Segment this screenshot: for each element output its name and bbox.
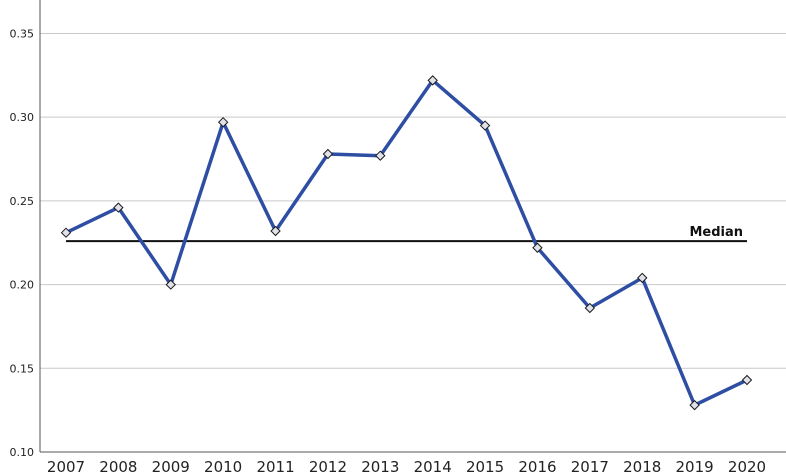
data-point-marker <box>479 120 491 131</box>
x-tick-label: 2014 <box>414 458 452 476</box>
x-tick-label: 2012 <box>309 458 347 476</box>
x-tick-label: 2013 <box>361 458 399 476</box>
x-tick-label: 2016 <box>518 458 556 476</box>
x-tick-label: 2010 <box>204 458 242 476</box>
x-tick-label: 2009 <box>152 458 190 476</box>
data-point-marker <box>689 399 700 411</box>
data-point-marker <box>741 374 753 386</box>
data-point-marker <box>584 302 596 314</box>
data-point-marker <box>375 150 386 161</box>
y-tick-label: 0.15 <box>10 362 35 375</box>
y-tick-label: 0.20 <box>10 279 35 292</box>
x-tick-label: 2008 <box>99 458 137 476</box>
data-point-marker <box>60 227 72 238</box>
reference-layer: Median <box>66 225 747 243</box>
y-tick-label: 0.35 <box>10 27 35 40</box>
data-point-marker <box>113 202 124 213</box>
grid-layer <box>40 32 786 453</box>
data-point-marker <box>217 117 229 128</box>
series-line <box>64 78 749 407</box>
x-tick-label: 2020 <box>728 458 766 476</box>
x-tick-label: 2015 <box>466 458 504 476</box>
data-point-marker <box>637 272 648 284</box>
x-tick-label: 2019 <box>676 458 714 476</box>
data-point-marker <box>270 225 281 237</box>
series-layer <box>60 75 753 411</box>
y-tick-label: 0.10 <box>10 446 35 459</box>
axis-layer: 0.10 0.15 0.20 0.25 0.30 0.35 2007 2008 2009 2010… <box>10 0 786 476</box>
y-tick-label: 0.25 <box>10 195 35 208</box>
median-label: Median <box>689 225 743 240</box>
data-point-marker <box>427 75 438 86</box>
data-point-marker <box>322 148 334 160</box>
x-tick-label: 2011 <box>256 458 294 476</box>
data-point-marker <box>532 242 543 253</box>
x-tick-label: 2007 <box>47 458 85 476</box>
x-tick-label: 2017 <box>571 458 609 476</box>
x-tick-label: 2018 <box>623 458 661 476</box>
data-point-marker <box>165 279 176 290</box>
y-tick-label: 0.30 <box>10 111 35 124</box>
